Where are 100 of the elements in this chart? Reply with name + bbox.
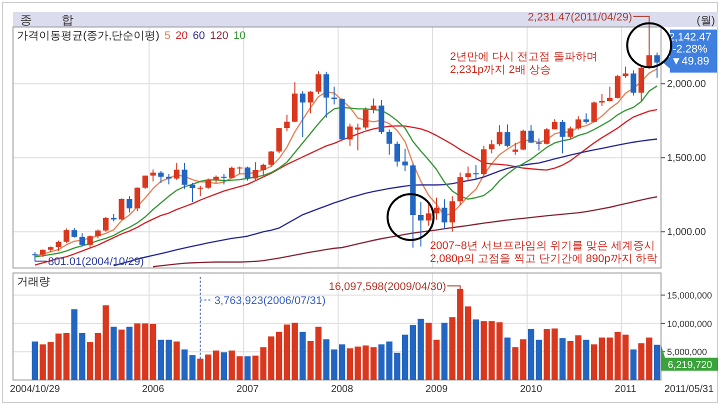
candlestick <box>370 98 376 114</box>
x-tick-label: 2010 <box>520 384 543 395</box>
bar <box>630 349 637 380</box>
legend-title: 가격이동평균(종가,단순이평) <box>17 30 160 42</box>
candlestick <box>583 112 589 124</box>
candlestick <box>355 123 361 151</box>
text: 120 <box>210 30 228 42</box>
candlestick <box>308 90 314 114</box>
bar <box>583 340 590 380</box>
candlestick <box>221 174 227 185</box>
candlestick <box>536 138 542 151</box>
bar <box>86 342 94 380</box>
y-tick-label: 1,000.00 <box>667 227 706 238</box>
candlestick <box>630 70 636 96</box>
bar <box>528 329 534 380</box>
candlestick <box>331 86 337 105</box>
candlestick <box>182 162 188 190</box>
y-tick-label: 1,500.00 <box>667 153 706 164</box>
bar <box>441 322 448 380</box>
candlestick <box>244 166 250 182</box>
candlestick <box>79 232 85 248</box>
candlestick <box>473 164 479 180</box>
candlestick <box>599 94 605 106</box>
candlestick <box>229 166 235 179</box>
candlestick <box>72 228 78 238</box>
annotation: 2년만에 다시 전고점 돌파하며 <box>450 51 598 63</box>
text: 2011/05/31 <box>664 384 714 395</box>
candlestick <box>142 174 148 190</box>
text: 60 <box>192 30 206 42</box>
text: 5 <box>164 30 171 42</box>
bar <box>590 344 598 380</box>
candlestick <box>316 70 322 95</box>
bar <box>126 326 133 380</box>
x-tick-label: 2009 <box>425 384 448 395</box>
candlestick <box>150 168 156 182</box>
x-tick-label: 2011 <box>614 384 637 395</box>
bar <box>315 326 322 380</box>
text: 20 <box>176 30 188 42</box>
text: -2.28% <box>672 44 708 56</box>
candlestick <box>87 234 93 249</box>
candlestick <box>504 124 510 148</box>
annotation: 3,763,923(2006/07/31) <box>214 295 326 307</box>
bar <box>244 356 251 380</box>
chart-title: 종 합 <box>20 13 74 27</box>
candlestick <box>528 124 534 144</box>
candlestick <box>576 116 582 130</box>
bar <box>654 344 660 380</box>
candlestick <box>520 129 526 151</box>
candlestick <box>276 128 282 154</box>
x-tick-label: 2007 <box>236 384 260 395</box>
bar <box>307 340 314 380</box>
candlestick <box>544 128 550 145</box>
text: ▼49.89 <box>670 56 710 68</box>
candlestick <box>158 170 164 184</box>
candlestick <box>284 114 290 132</box>
candlestick <box>324 71 330 118</box>
text: 2,231.47(2011/04/29) <box>528 11 632 24</box>
bar <box>110 326 117 380</box>
candlestick <box>402 148 408 172</box>
candlestick <box>386 129 392 156</box>
candlestick <box>426 202 432 226</box>
candlestick <box>450 196 456 232</box>
candlestick <box>64 228 70 244</box>
annotation: 2,231p까지 2배 상승 <box>450 64 551 76</box>
candlestick <box>268 150 274 168</box>
bar <box>181 349 188 380</box>
candlestick <box>56 240 62 252</box>
candlestick <box>174 162 180 180</box>
candlestick <box>205 178 211 190</box>
candlestick <box>488 139 494 154</box>
candlestick <box>418 202 424 248</box>
y-tick-label: 2,000.00 <box>667 79 706 90</box>
x-tick-label: 2004/10/29 <box>10 384 60 395</box>
candlestick <box>118 198 124 220</box>
bar <box>559 338 566 380</box>
bar <box>174 342 180 380</box>
candlestick <box>126 196 132 213</box>
bar <box>189 355 196 380</box>
line-series <box>34 108 658 266</box>
bar <box>504 338 511 380</box>
bar <box>220 352 228 380</box>
candlestick <box>442 198 448 230</box>
candlestick <box>496 124 502 146</box>
candlestick <box>394 140 400 168</box>
bar <box>472 319 480 380</box>
text: 6,219,720 <box>668 360 713 371</box>
candlestick <box>134 186 140 212</box>
x-tick-label: 2008 <box>330 384 354 395</box>
candlestick <box>654 52 660 78</box>
candlestick <box>568 126 574 139</box>
y-tick-label: 15,000,000 <box>667 290 712 301</box>
candlestick <box>300 90 306 138</box>
y-tick-label: 5,000,000 <box>667 347 708 358</box>
x-tick-label: 2006 <box>142 384 165 395</box>
candlestick <box>614 74 620 99</box>
candlestick <box>591 100 597 123</box>
text: (월) <box>696 15 715 27</box>
candlestick <box>560 119 566 154</box>
annotation: 2007~8년 서브프라임의 위기를 맞은 세계증시 <box>430 240 656 252</box>
bar <box>118 330 125 380</box>
